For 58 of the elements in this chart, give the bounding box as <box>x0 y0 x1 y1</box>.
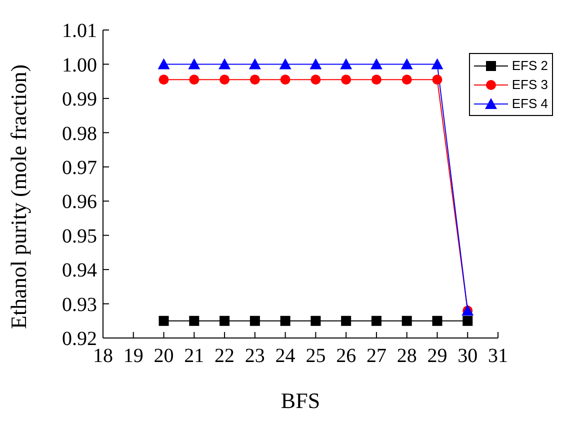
point <box>220 316 230 326</box>
x-tick-label: 21 <box>184 345 204 368</box>
x-tick-label: 28 <box>396 345 417 368</box>
y-tick-label: 1.00 <box>62 54 97 76</box>
legend-label: EFS 3 <box>512 77 548 92</box>
point <box>400 58 413 70</box>
y-tick-label: 0.97 <box>62 156 97 179</box>
point <box>250 74 260 85</box>
y-tick-label: 0.98 <box>62 122 97 145</box>
x-tick-label: 23 <box>244 345 265 368</box>
point <box>218 58 231 70</box>
x-tick-label: 22 <box>214 345 235 368</box>
x-tick-label: 30 <box>458 345 478 368</box>
point <box>371 316 382 326</box>
x-tick-label: 31 <box>488 345 508 368</box>
point <box>462 316 473 326</box>
x-tick-label: 27 <box>366 345 386 368</box>
point <box>310 74 321 85</box>
point <box>402 316 412 326</box>
point <box>341 74 352 85</box>
point <box>188 58 200 70</box>
point <box>432 316 442 326</box>
point <box>431 58 444 70</box>
point <box>370 58 382 70</box>
x-tick-label: 29 <box>427 345 448 368</box>
x-tick-label: 24 <box>275 345 296 368</box>
point <box>158 74 169 85</box>
y-tick-label: 0.93 <box>62 294 97 316</box>
point <box>341 316 352 326</box>
y-axis-title: Ethanol purity (mole fraction) <box>6 64 31 329</box>
x-tick-label: 25 <box>306 345 326 368</box>
point <box>310 316 321 326</box>
point <box>250 316 260 326</box>
point <box>280 316 290 326</box>
point <box>432 74 442 85</box>
point <box>340 58 352 70</box>
point <box>158 58 170 70</box>
y-tick-label: 0.95 <box>62 225 97 248</box>
legend-label: EFS 2 <box>512 58 548 73</box>
point <box>189 74 200 85</box>
y-tick-label: 1.01 <box>62 20 97 42</box>
point <box>189 316 200 326</box>
point <box>248 58 261 70</box>
x-tick-label: 19 <box>123 345 144 368</box>
point <box>158 316 169 326</box>
x-tick-label: 20 <box>154 345 174 368</box>
legend-label: EFS 4 <box>512 96 548 111</box>
point <box>220 74 230 85</box>
y-tick-label: 0.94 <box>62 260 97 282</box>
point <box>280 74 290 85</box>
point <box>402 74 412 85</box>
point <box>279 58 292 70</box>
x-tick-label: 26 <box>336 345 356 368</box>
x-axis-title: BFS <box>280 388 320 413</box>
point <box>310 58 322 70</box>
y-tick-label: 0.99 <box>62 88 97 111</box>
point <box>371 74 382 85</box>
y-tick-label: 0.96 <box>62 191 97 214</box>
